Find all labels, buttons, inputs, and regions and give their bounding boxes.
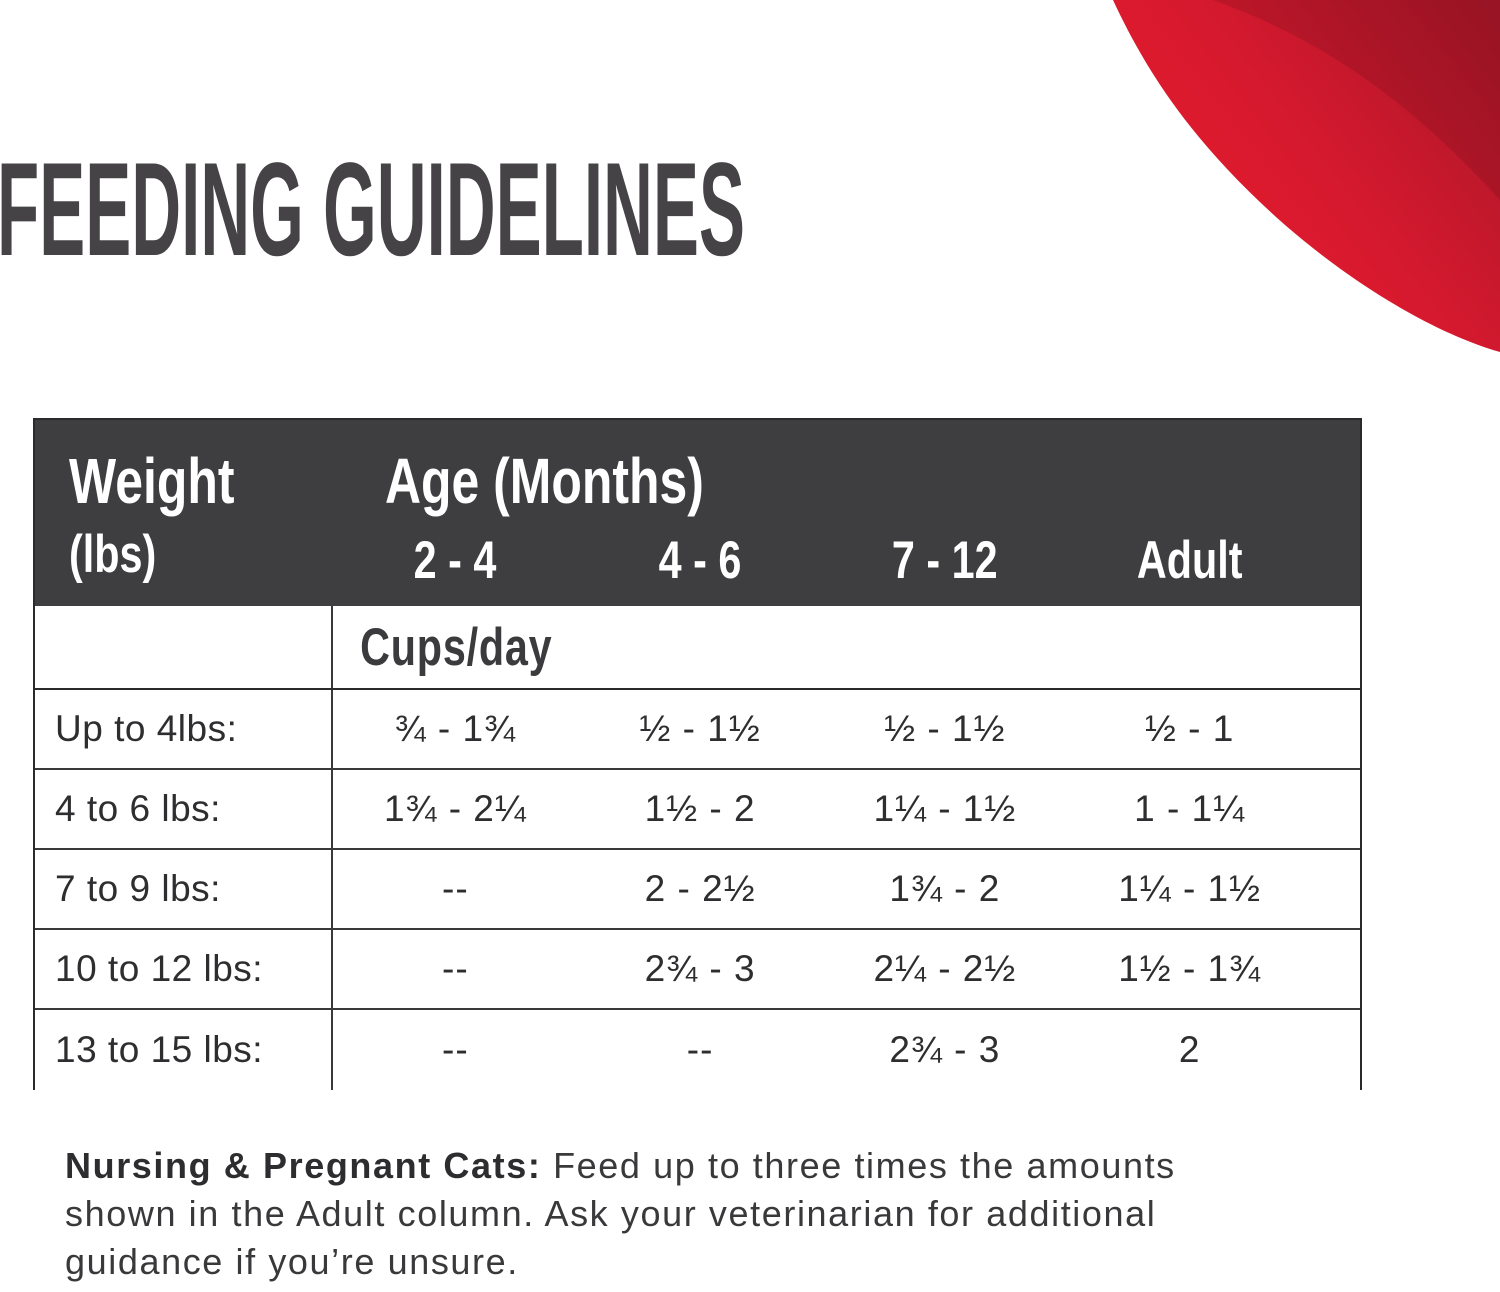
weight-cell: Up to 4lbs: [35,690,333,768]
weight-cell: 4 to 6 lbs: [35,770,333,848]
age-column-7-12: 7 - 12 [892,531,998,590]
page-title: FEEDING GUIDELINES [0,150,745,280]
title-block: FEEDING GUIDELINES [0,150,745,280]
weight-header-label: Weight [69,445,235,517]
footnote-bold-label: Nursing & Pregnant Cats: [65,1145,542,1186]
cups-value: 1¼ - 1½ [873,788,1017,829]
units-row-values: Cups/day [333,606,1360,688]
age-column-4-6: 4 - 6 [658,531,742,590]
footnote-line-1: Nursing & Pregnant Cats: Feed up to thre… [65,1145,1176,1186]
cups-value: ¾ - 1¾ [394,708,516,749]
cups-value: 2¾ - 3 [889,1029,1001,1070]
cups-value: 2 - 2½ [644,868,756,909]
age-header-cell: Age (Months) 2 - 4 4 - 6 7 - 12 Adult [333,420,1360,606]
footnote-line-2: shown in the Adult column. Ask your vete… [65,1193,1157,1234]
cups-value: ½ - 1½ [884,708,1006,749]
table-row: 7 to 9 lbs: -- 2 - 2½ 1¾ - 2 1¼ - 1½ [35,850,1360,930]
cups-value: 2¼ - 2½ [873,948,1017,989]
cups-value: -- [442,948,469,989]
cups-value: 1 - 1¼ [1134,788,1246,829]
cups-value: 2 [1178,1029,1201,1070]
units-row-empty-cell [35,606,333,688]
footnote: Nursing & Pregnant Cats: Feed up to thre… [65,1142,1425,1286]
age-column-2-4: 2 - 4 [414,531,497,590]
table-row: Up to 4lbs: ¾ - 1¾ ½ - 1½ ½ - 1½ ½ - 1 [35,690,1360,770]
cups-value: 1½ - 1¾ [1118,948,1261,989]
cups-value: -- [442,1029,469,1070]
units-label: Cups/day [360,617,553,677]
cups-value: ½ - 1 [1144,708,1235,749]
feeding-table: Weight (lbs) Age (Months) 2 - 4 4 - 6 7 … [33,418,1362,1090]
units-row: Cups/day [35,606,1360,690]
age-columns-row: 2 - 4 4 - 6 7 - 12 Adult [333,532,1360,590]
cups-value: -- [686,1029,714,1070]
age-header-label: Age (Months) [385,445,704,517]
age-column-adult: Adult [1136,531,1243,590]
weight-cell: 10 to 12 lbs: [35,930,333,1008]
table-body: Up to 4lbs: ¾ - 1¾ ½ - 1½ ½ - 1½ ½ - 1 4… [35,690,1360,1090]
table-row: 4 to 6 lbs: 1¾ - 2¼ 1½ - 2 1¼ - 1½ 1 - 1… [35,770,1360,850]
weight-unit-label: (lbs) [69,525,157,584]
weight-header-cell: Weight (lbs) [35,420,333,606]
cups-value: 1¾ - 2 [889,868,1001,909]
table-row: 13 to 15 lbs: -- -- 2¾ - 3 2 [35,1010,1360,1090]
weight-cell: 7 to 9 lbs: [35,850,333,928]
cups-value: 2¾ - 3 [644,948,756,989]
table-header: Weight (lbs) Age (Months) 2 - 4 4 - 6 7 … [35,420,1360,606]
table-row: 10 to 12 lbs: -- 2¾ - 3 2¼ - 2½ 1½ - 1¾ [35,930,1360,1010]
footnote-line-3: guidance if you’re unsure. [65,1241,519,1282]
weight-cell: 13 to 15 lbs: [35,1010,333,1090]
cups-value: 1¾ - 2¼ [383,788,527,829]
red-swoosh-decoration [1113,0,1500,352]
cups-value: ½ - 1½ [639,708,761,749]
cups-value: 1¼ - 1½ [1118,868,1261,909]
cups-value: -- [442,868,469,909]
cups-value: 1½ - 2 [644,788,756,829]
